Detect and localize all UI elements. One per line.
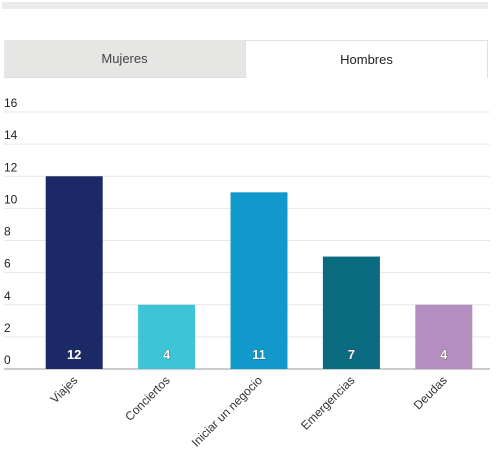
y-tick-label: 2 [4, 321, 11, 335]
y-tick-label: 4 [4, 289, 11, 303]
x-tick-label: Viajes [47, 373, 80, 406]
bar[interactable] [322, 256, 380, 369]
x-axis-labels: Viajes Conciertos Iniciar un negocio Emerge… [47, 373, 449, 450]
data-label: 7 [348, 347, 355, 362]
y-tick-label: 14 [4, 128, 18, 142]
tab-mujeres[interactable]: Mujeres [4, 40, 245, 78]
bar[interactable] [138, 304, 196, 369]
bar[interactable] [415, 304, 473, 369]
tab-hombres[interactable]: Hombres [245, 40, 488, 78]
data-label: 4 [440, 347, 448, 362]
bars [45, 176, 473, 369]
top-divider-bar [2, 2, 488, 9]
y-tick-label: 12 [4, 160, 18, 174]
data-label: 11 [252, 347, 266, 362]
y-tick-label: 8 [4, 225, 11, 239]
x-tick-label: Deudas [411, 373, 450, 412]
bar[interactable] [230, 192, 288, 369]
x-tick-label: Emergencias [298, 373, 357, 432]
y-tick-label: 10 [4, 192, 18, 206]
data-label: 12 [67, 347, 81, 362]
y-axis-ticks: 0 2 4 6 8 10 12 14 16 [4, 96, 18, 367]
x-tick-label: Iniciar un negocio [189, 373, 266, 450]
y-tick-label: 6 [4, 257, 11, 271]
y-tick-label: 16 [4, 96, 18, 110]
data-label: 4 [163, 347, 171, 362]
y-tick-label: 0 [4, 353, 11, 367]
data-labels: 12 4 11 7 4 [67, 347, 449, 363]
x-tick-label: Conciertos [122, 373, 172, 423]
bar[interactable] [45, 176, 103, 369]
tab-bar: Mujeres Hombres [4, 40, 488, 78]
